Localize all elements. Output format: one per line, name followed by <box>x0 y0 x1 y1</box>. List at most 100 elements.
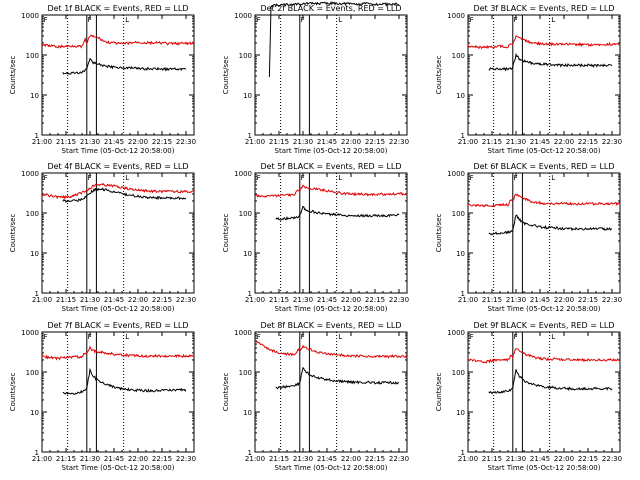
x-tick-label: 21:30 <box>80 296 100 304</box>
panel-title: Det 1f BLACK = Events, RED = LLD <box>47 4 188 13</box>
x-tick-label: 21:15 <box>56 296 76 304</box>
panel-title: Det 6f BLACK = Events, RED = LLD <box>473 162 614 171</box>
y-tick-label: 1000 <box>234 12 252 20</box>
y-axis-label: Counts/sec <box>222 214 230 253</box>
marker-label: L <box>551 333 555 341</box>
marker-label: L <box>125 174 129 182</box>
x-tick-label: 22:00 <box>554 138 574 146</box>
marker-label: F <box>44 333 48 341</box>
y-tick-label: 1 <box>248 132 252 140</box>
x-tick-label: 22:15 <box>578 455 598 463</box>
y-tick-label: 10 <box>30 92 39 100</box>
y-tick-label: 1 <box>248 449 252 457</box>
events-series-line <box>62 367 187 395</box>
lld-series-line <box>467 35 621 50</box>
panel-4: Det 4f BLACK = Events, RED = LLD F F L 21:00… <box>9 162 196 313</box>
x-tick-label: 21:00 <box>245 296 265 304</box>
y-tick-label: 1000 <box>21 12 39 20</box>
y-tick-label: 1000 <box>234 170 252 178</box>
x-tick-label: 21:00 <box>458 138 478 146</box>
x-tick-label: 21:00 <box>458 455 478 463</box>
y-tick-label: 1000 <box>447 170 465 178</box>
marker-label: F <box>44 174 48 182</box>
x-tick-label: 22:00 <box>128 455 148 463</box>
x-tick-label: 21:00 <box>32 455 52 463</box>
x-axis-label: Start Time (05-Oct-12 20:58:00) <box>275 305 388 313</box>
y-tick-label: 1 <box>35 132 39 140</box>
panel-7: Det 7f BLACK = Events, RED = LLD F F L 21:00… <box>9 321 196 472</box>
lld-series-line <box>254 340 408 359</box>
panel-1: Det 1f BLACK = Events, RED = LLD F F L 21:00… <box>9 4 196 155</box>
x-tick-label: 21:45 <box>530 138 550 146</box>
x-tick-label: 22:30 <box>176 138 196 146</box>
lld-series-line <box>467 348 621 364</box>
marker-label: F <box>301 174 305 182</box>
x-tick-label: 21:30 <box>506 455 526 463</box>
x-tick-label: 21:30 <box>293 296 313 304</box>
marker-label: F <box>88 333 92 341</box>
lld-series-line <box>41 34 195 49</box>
y-tick-label: 1 <box>461 449 465 457</box>
x-tick-label: 22:30 <box>389 296 409 304</box>
x-tick-label: 22:15 <box>152 296 172 304</box>
y-tick-label: 1 <box>35 290 39 298</box>
marker-label: F <box>514 174 518 182</box>
plot-frame <box>254 172 408 294</box>
x-tick-label: 21:30 <box>293 138 313 146</box>
x-tick-label: 22:30 <box>602 138 622 146</box>
x-tick-label: 21:45 <box>104 296 124 304</box>
panel-title: Det 5f BLACK = Events, RED = LLD <box>260 162 401 171</box>
marker-label: L <box>551 16 555 24</box>
y-axis-label: Counts/sec <box>9 56 17 95</box>
x-tick-label: 22:15 <box>365 455 385 463</box>
x-tick-label: 21:15 <box>482 138 502 146</box>
y-axis-label: Counts/sec <box>435 373 443 412</box>
y-tick-label: 100 <box>239 52 252 60</box>
x-tick-label: 22:30 <box>602 296 622 304</box>
y-tick-label: 10 <box>30 409 39 417</box>
x-tick-label: 21:15 <box>269 138 289 146</box>
events-series-line <box>268 0 400 78</box>
y-axis-label: Counts/sec <box>435 56 443 95</box>
panel-2: Det 2f BLACK = Events, RED = LLD F F L 21:00… <box>222 0 409 155</box>
x-tick-label: 21:30 <box>293 455 313 463</box>
y-tick-label: 1 <box>461 132 465 140</box>
x-tick-label: 22:15 <box>365 138 385 146</box>
y-tick-label: 10 <box>243 250 252 258</box>
x-tick-label: 22:30 <box>176 296 196 304</box>
panel-5: Det 5f BLACK = Events, RED = LLD F F L 21:00… <box>222 162 409 313</box>
panel-8: Det 8f BLACK = Events, RED = LLD F F L 21:00… <box>222 321 409 472</box>
x-tick-label: 21:15 <box>269 455 289 463</box>
x-tick-label: 22:00 <box>554 296 574 304</box>
y-tick-label: 100 <box>452 210 465 218</box>
y-axis-label: Counts/sec <box>9 373 17 412</box>
y-axis-label: Counts/sec <box>222 56 230 95</box>
panel-title: Det 4f BLACK = Events, RED = LLD <box>47 162 188 171</box>
lld-series-line <box>41 182 195 200</box>
events-series-line <box>62 187 187 204</box>
y-tick-label: 10 <box>243 92 252 100</box>
events-series-line <box>275 205 400 221</box>
marker-label: F <box>44 16 48 24</box>
y-tick-label: 10 <box>456 409 465 417</box>
y-axis-label: Counts/sec <box>222 373 230 412</box>
x-tick-label: 22:30 <box>389 455 409 463</box>
marker-label: L <box>338 174 342 182</box>
x-tick-label: 21:30 <box>80 455 100 463</box>
x-tick-label: 21:45 <box>317 138 337 146</box>
x-tick-label: 21:15 <box>269 296 289 304</box>
x-tick-label: 21:45 <box>317 296 337 304</box>
plot-frame <box>41 14 195 136</box>
plot-frame <box>41 331 195 453</box>
x-tick-label: 21:30 <box>506 138 526 146</box>
x-tick-label: 21:30 <box>506 296 526 304</box>
x-tick-label: 22:00 <box>341 296 361 304</box>
x-tick-label: 22:15 <box>365 296 385 304</box>
marker-label: L <box>551 174 555 182</box>
x-axis-label: Start Time (05-Oct-12 20:58:00) <box>488 147 601 155</box>
y-tick-label: 10 <box>456 92 465 100</box>
marker-label: F <box>514 333 518 341</box>
y-tick-label: 1000 <box>234 329 252 337</box>
y-tick-label: 100 <box>26 369 39 377</box>
y-tick-label: 100 <box>26 52 39 60</box>
